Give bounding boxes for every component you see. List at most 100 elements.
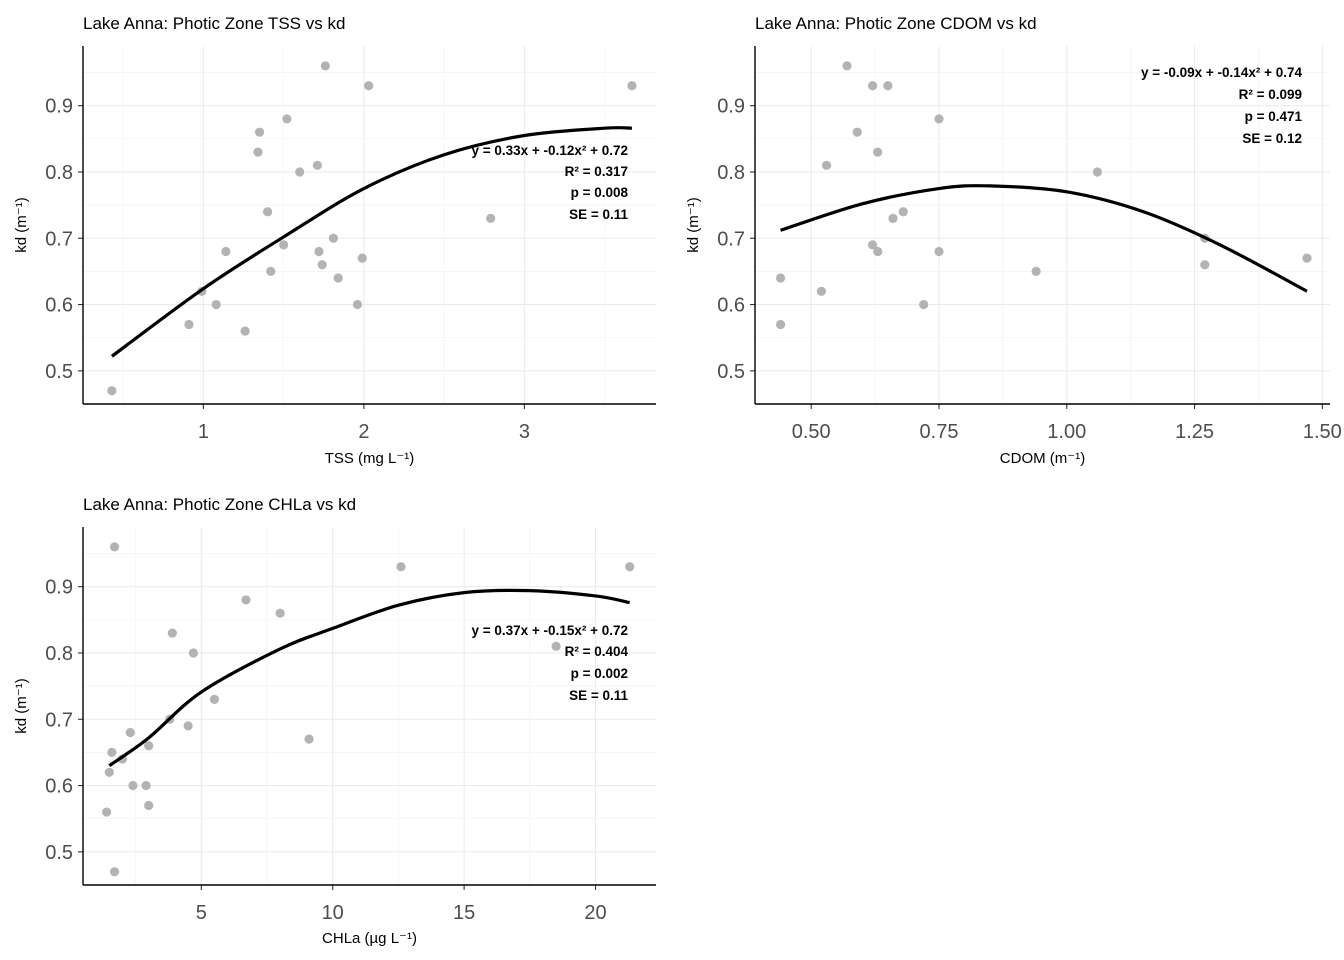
data-point	[241, 595, 251, 605]
y-tick-label: 0.6	[45, 776, 73, 798]
data-point	[109, 542, 120, 552]
panel-tss-vs-kd: Lake Anna: Photic Zone TSS vs kd TSS (mg…	[13, 14, 656, 467]
regression-annotation: SE = 0.11	[569, 688, 628, 703]
data-point	[328, 233, 338, 243]
data-point	[867, 240, 878, 250]
grid	[83, 46, 656, 405]
chart-title: Lake Anna: Photic Zone CHLa vs kd	[83, 495, 356, 514]
data-point	[320, 61, 330, 71]
data-point	[625, 562, 635, 572]
data-point	[873, 147, 883, 157]
grid	[755, 46, 1330, 405]
x-tick-label: 0.75	[920, 421, 959, 443]
grid	[83, 527, 656, 886]
data-point	[262, 207, 273, 217]
y-tick-label: 0.5	[45, 842, 73, 864]
data-point	[551, 641, 561, 651]
data-point	[279, 240, 289, 250]
regression-annotation: y = 0.33x + -0.12x² + 0.72	[472, 143, 629, 158]
data-point	[627, 81, 637, 91]
data-point	[314, 246, 324, 257]
x-tick-label: 1.50	[1303, 421, 1342, 443]
data-point	[317, 260, 327, 270]
y-tick-label: 0.9	[717, 96, 745, 118]
data-point	[144, 800, 154, 811]
x-axis-label: CDOM (m⁻¹)	[1000, 450, 1085, 467]
x-tick-label: 1.25	[1175, 421, 1214, 443]
data-point	[873, 246, 883, 257]
data-point	[141, 780, 151, 791]
data-point	[1031, 266, 1041, 277]
y-axis-label: kd (m⁻¹)	[13, 678, 30, 733]
x-tick-label: 1.00	[1047, 421, 1086, 443]
data-point	[852, 127, 862, 137]
y-tick-label: 0.7	[717, 228, 745, 250]
regression-annotation: SE = 0.12	[1242, 131, 1302, 146]
data-point	[775, 273, 786, 283]
y-tick-label: 0.7	[45, 709, 73, 731]
fit-curve	[108, 588, 631, 767]
data-point	[842, 61, 852, 71]
y-tick-label: 0.6	[45, 295, 73, 317]
data-point	[816, 286, 827, 296]
regression-annotation: R² = 0.099	[1239, 87, 1302, 102]
regression-annotation: y = -0.09x + -0.14x² + 0.74	[1141, 65, 1302, 80]
chart-title: Lake Anna: Photic Zone CDOM vs kd	[755, 14, 1037, 33]
y-tick-label: 0.5	[717, 361, 745, 383]
y-tick-label: 0.9	[45, 96, 73, 118]
x-axis-label: CHLa (µg L⁻¹)	[322, 930, 417, 947]
x-tick-label: 3	[519, 421, 530, 443]
data-point	[254, 127, 265, 137]
y-tick-label: 0.6	[717, 295, 745, 317]
data-point	[934, 114, 944, 124]
x-tick-label: 1	[198, 421, 209, 443]
data-point	[364, 81, 374, 91]
regression-annotation: p = 0.471	[1245, 109, 1303, 124]
regression-annotation: R² = 0.317	[565, 164, 628, 179]
data-point	[898, 207, 908, 217]
regression-annotation: p = 0.002	[571, 666, 628, 681]
data-point	[333, 273, 343, 283]
data-point	[209, 694, 220, 704]
data-point	[1302, 253, 1312, 263]
data-point	[253, 147, 263, 157]
x-tick-label: 10	[322, 902, 344, 924]
x-tick-label: 20	[584, 902, 606, 924]
data-point	[125, 727, 135, 738]
data-point	[1200, 260, 1210, 270]
data-point	[188, 648, 198, 658]
data-point	[104, 767, 114, 777]
y-tick-label: 0.8	[45, 643, 73, 665]
regression-annotation: SE = 0.11	[569, 207, 628, 222]
y-tick-label: 0.8	[717, 162, 745, 184]
data-point	[821, 160, 832, 170]
y-tick-label: 0.8	[45, 162, 73, 184]
fit-curve	[110, 126, 632, 358]
data-point	[352, 299, 363, 310]
data-point	[102, 807, 112, 817]
data-point	[1092, 167, 1103, 177]
x-tick-label: 0.50	[792, 421, 831, 443]
y-axis-label: kd (m⁻¹)	[685, 197, 702, 252]
data-point	[275, 608, 285, 618]
data-point	[888, 213, 898, 223]
regression-annotation: R² = 0.404	[565, 644, 629, 659]
data-point	[357, 253, 367, 263]
regression-annotation: y = 0.37x + -0.15x² + 0.72	[472, 623, 629, 638]
data-point	[486, 213, 496, 223]
data-point	[396, 562, 406, 572]
data-point	[211, 299, 221, 310]
chart-title: Lake Anna: Photic Zone TSS vs kd	[83, 14, 345, 33]
data-point	[312, 160, 322, 170]
data-point	[183, 721, 193, 731]
x-tick-label: 15	[453, 902, 475, 924]
data-point	[109, 867, 120, 877]
data-point	[128, 780, 138, 791]
data-point	[282, 114, 292, 124]
x-tick-label: 5	[196, 902, 207, 924]
data-point	[919, 299, 929, 310]
data-point	[144, 741, 154, 751]
data-point	[295, 167, 305, 177]
data-point	[107, 747, 117, 758]
